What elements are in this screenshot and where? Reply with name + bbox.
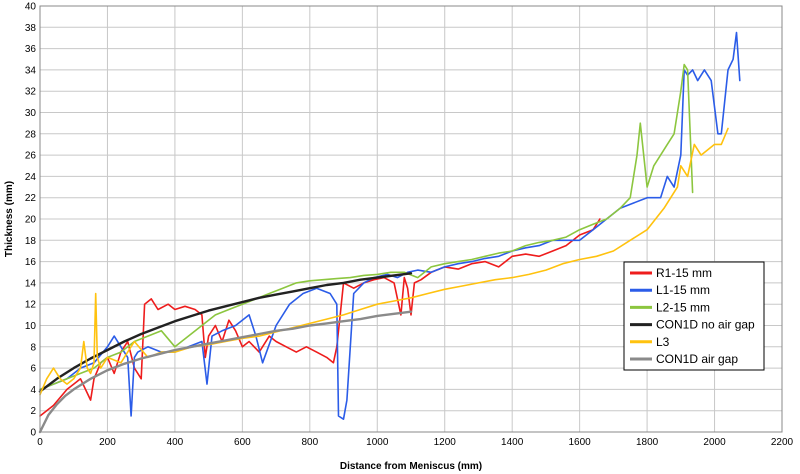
plot-area-border	[39, 5, 783, 433]
series-line-3	[39, 63, 694, 391]
legend-entry: L3	[656, 335, 670, 349]
y-tick-label: 20	[25, 215, 37, 226]
legend-entry: L1-15 mm	[656, 283, 710, 297]
y-tick-label: 18	[25, 236, 37, 247]
y-tick-label: 40	[25, 2, 37, 13]
y-tick-label: 26	[25, 151, 37, 162]
legend-box	[623, 261, 765, 371]
x-tick-label: 600	[234, 437, 251, 448]
y-tick-label: 28	[25, 129, 37, 140]
y-tick-label: 0	[30, 428, 36, 439]
y-tick-label: 12	[25, 300, 37, 311]
y-tick-label: 32	[25, 87, 37, 98]
x-tick-label: 200	[99, 437, 116, 448]
y-tick-label: 10	[25, 321, 37, 332]
x-tick-label: 1400	[501, 437, 524, 448]
series-line-4	[38, 272, 413, 393]
y-tick-label: 14	[25, 278, 37, 289]
x-tick-label: 1800	[636, 437, 659, 448]
legend-entry: CON1D no air gap	[656, 318, 755, 332]
x-tick-label: 2000	[703, 437, 726, 448]
x-tick-label: 1600	[569, 437, 592, 448]
y-tick-label: 16	[25, 257, 37, 268]
y-tick-label: 34	[25, 65, 37, 76]
data-series	[38, 31, 741, 434]
x-tick-labels: 0 200 400 600 800 1000 1200 1400 1600 1800 2000 220…	[37, 437, 793, 448]
x-tick-label: 1200	[434, 437, 457, 448]
y-tick-label: 30	[25, 108, 37, 119]
y-tick-label: 38	[25, 23, 37, 34]
series-line-2	[39, 31, 741, 421]
legend-entry: CON1D air gap	[656, 352, 738, 366]
y-tick-label: 6	[30, 364, 36, 375]
x-tick-label: 1000	[366, 437, 389, 448]
x-tick-label: 800	[301, 437, 318, 448]
y-axis-title: Thickness (mm)	[4, 181, 15, 257]
y-tick-label: 24	[25, 172, 37, 183]
legend-entry: R1-15 mm	[656, 266, 712, 280]
x-tick-label: 2200	[771, 437, 794, 448]
y-tick-label: 4	[30, 385, 36, 396]
x-tick-label: 0	[37, 437, 43, 448]
y-tick-label: 8	[30, 342, 36, 353]
legend: R1-15 mm L1-15 mm L2-15 mm CON1D no air gap…	[623, 261, 765, 371]
series-line-6	[38, 310, 413, 434]
legend-entry: L2-15 mm	[656, 300, 710, 314]
y-tick-label: 36	[25, 44, 37, 55]
x-tick-label: 400	[167, 437, 184, 448]
y-tick-label: 22	[25, 193, 37, 204]
x-axis-title: Distance from Meniscus (mm)	[340, 461, 482, 472]
series-line-5	[39, 127, 729, 396]
y-tick-label: 2	[30, 406, 36, 417]
